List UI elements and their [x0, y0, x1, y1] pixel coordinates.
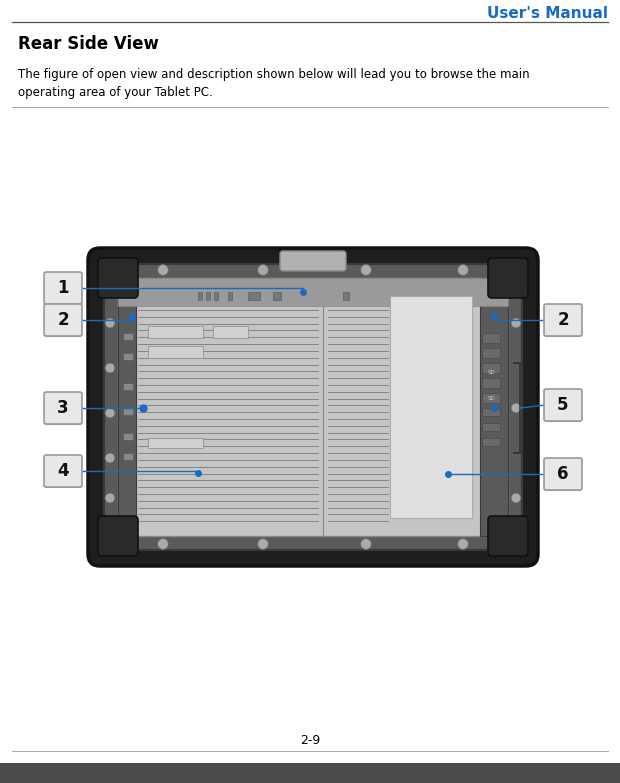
Text: SD: SD	[488, 395, 496, 400]
Text: User's Manual: User's Manual	[487, 5, 608, 20]
Bar	[482, 363, 500, 373]
FancyBboxPatch shape	[44, 304, 82, 336]
Bar	[123, 453, 133, 460]
Circle shape	[511, 493, 521, 503]
Text: 5: 5	[557, 396, 569, 414]
FancyBboxPatch shape	[280, 251, 346, 271]
Bar	[118, 278, 508, 306]
Circle shape	[511, 403, 521, 413]
Bar	[123, 433, 133, 440]
FancyBboxPatch shape	[544, 389, 582, 421]
Circle shape	[360, 265, 371, 276]
Circle shape	[360, 539, 371, 550]
Text: 3: 3	[57, 399, 69, 417]
Circle shape	[157, 265, 169, 276]
Circle shape	[257, 539, 268, 550]
Bar	[213, 326, 248, 338]
FancyBboxPatch shape	[488, 516, 528, 556]
FancyBboxPatch shape	[544, 304, 582, 336]
Text: 1: 1	[57, 279, 69, 297]
Bar	[123, 408, 133, 415]
FancyBboxPatch shape	[488, 258, 528, 298]
Bar	[148, 346, 203, 358]
Bar	[482, 333, 500, 343]
Bar	[482, 423, 500, 431]
Bar	[482, 393, 500, 403]
Bar	[482, 348, 500, 358]
Text: The figure of open view and description shown below will lead you to browse the : The figure of open view and description …	[18, 68, 529, 99]
FancyBboxPatch shape	[88, 248, 538, 566]
Text: 2: 2	[57, 311, 69, 329]
Bar	[118, 278, 136, 536]
FancyBboxPatch shape	[104, 264, 522, 550]
FancyBboxPatch shape	[44, 455, 82, 487]
FancyBboxPatch shape	[544, 458, 582, 490]
FancyBboxPatch shape	[44, 272, 82, 304]
Bar	[214, 292, 218, 300]
Text: 6: 6	[557, 465, 569, 483]
Bar	[482, 408, 500, 416]
Text: 2-9: 2-9	[300, 734, 320, 746]
Bar	[123, 333, 133, 340]
Bar	[206, 292, 210, 300]
Bar	[148, 326, 203, 338]
Circle shape	[157, 539, 169, 550]
Text: 4: 4	[57, 462, 69, 480]
Bar	[248, 292, 260, 300]
Text: 2: 2	[557, 311, 569, 329]
Bar	[228, 292, 232, 300]
Circle shape	[105, 318, 115, 328]
Bar	[343, 292, 349, 300]
Bar	[482, 378, 500, 388]
Text: SD: SD	[488, 370, 496, 376]
Bar	[123, 353, 133, 360]
Text: Rear Side View: Rear Side View	[18, 35, 159, 53]
Bar	[118, 278, 508, 536]
Bar	[273, 292, 281, 300]
Bar	[198, 292, 202, 300]
Bar	[390, 296, 472, 518]
Bar	[0, 763, 620, 783]
Circle shape	[105, 363, 115, 373]
Bar	[480, 278, 508, 536]
Bar	[123, 383, 133, 390]
Circle shape	[105, 493, 115, 503]
Circle shape	[105, 408, 115, 418]
Bar	[148, 438, 203, 448]
FancyBboxPatch shape	[44, 392, 82, 424]
Circle shape	[511, 318, 521, 328]
Circle shape	[458, 539, 469, 550]
FancyBboxPatch shape	[98, 258, 138, 298]
FancyBboxPatch shape	[98, 516, 138, 556]
Circle shape	[257, 265, 268, 276]
Circle shape	[105, 453, 115, 463]
Bar	[482, 438, 500, 446]
Circle shape	[458, 265, 469, 276]
